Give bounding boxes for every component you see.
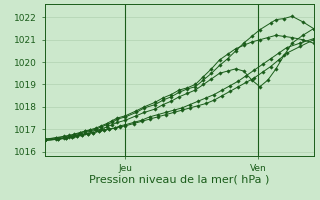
X-axis label: Pression niveau de la mer( hPa ): Pression niveau de la mer( hPa ): [89, 174, 269, 184]
